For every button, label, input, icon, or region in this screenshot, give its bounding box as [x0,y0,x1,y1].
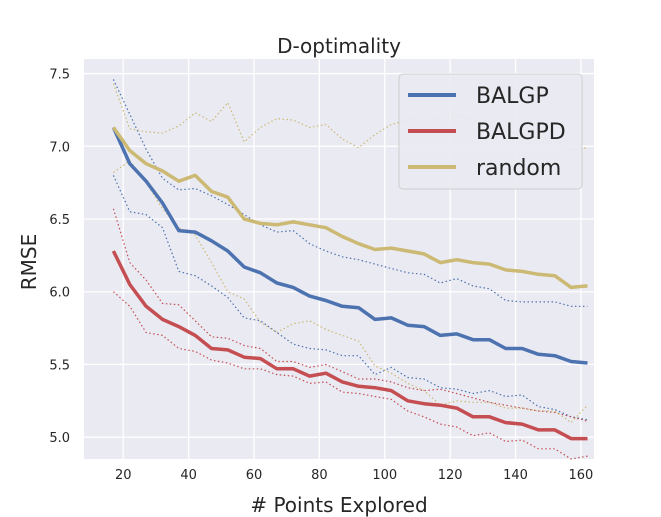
series-lower-balgpd [113,291,588,460]
x-tick-label: 160 [569,468,594,483]
series-lower-random [113,159,588,424]
y-axis-label: RMSE [17,234,41,290]
y-tick-labels: 5.0 5.5 6.0 6.5 7.0 7.5 [49,68,70,447]
legend-box [398,73,583,190]
x-axis-label: # Points Explored [250,493,427,517]
y-tick-label: 7.5 [49,68,70,83]
y-tick-label: 5.5 [49,358,70,373]
chart-title: D-optimality [277,34,401,58]
y-tick-label: 5.0 [49,431,70,446]
x-tick-labels: 20 40 60 80 100 120 140 160 [115,468,593,483]
y-tick-label: 6.5 [49,213,70,228]
series-line-random [111,126,588,290]
x-tick-label: 80 [311,468,328,483]
legend-label-balgp: BALGP [476,84,549,109]
x-tick-label: 140 [503,468,528,483]
series-upper-random [112,83,588,152]
series-upper-balgpd [112,208,588,422]
series-upper-balgp [112,79,588,307]
x-tick-label: 120 [438,468,463,483]
x-tick-label: 20 [115,468,132,483]
legend-label-balgpd: BALGPD [476,120,566,145]
confidence-bands [112,79,588,460]
series-line-balgpd [111,250,588,441]
x-tick-label: 100 [372,468,397,483]
legend: BALGP BALGPD random [398,73,583,190]
x-tick-label: 40 [180,468,197,483]
y-tick-label: 7.0 [49,140,70,155]
y-tick-label: 6.0 [49,286,70,301]
series-lower-balgp [112,175,588,421]
legend-label-random: random [476,156,561,181]
x-tick-label: 60 [246,468,263,483]
series-line-balgp [111,126,588,365]
series-lines [111,126,588,441]
